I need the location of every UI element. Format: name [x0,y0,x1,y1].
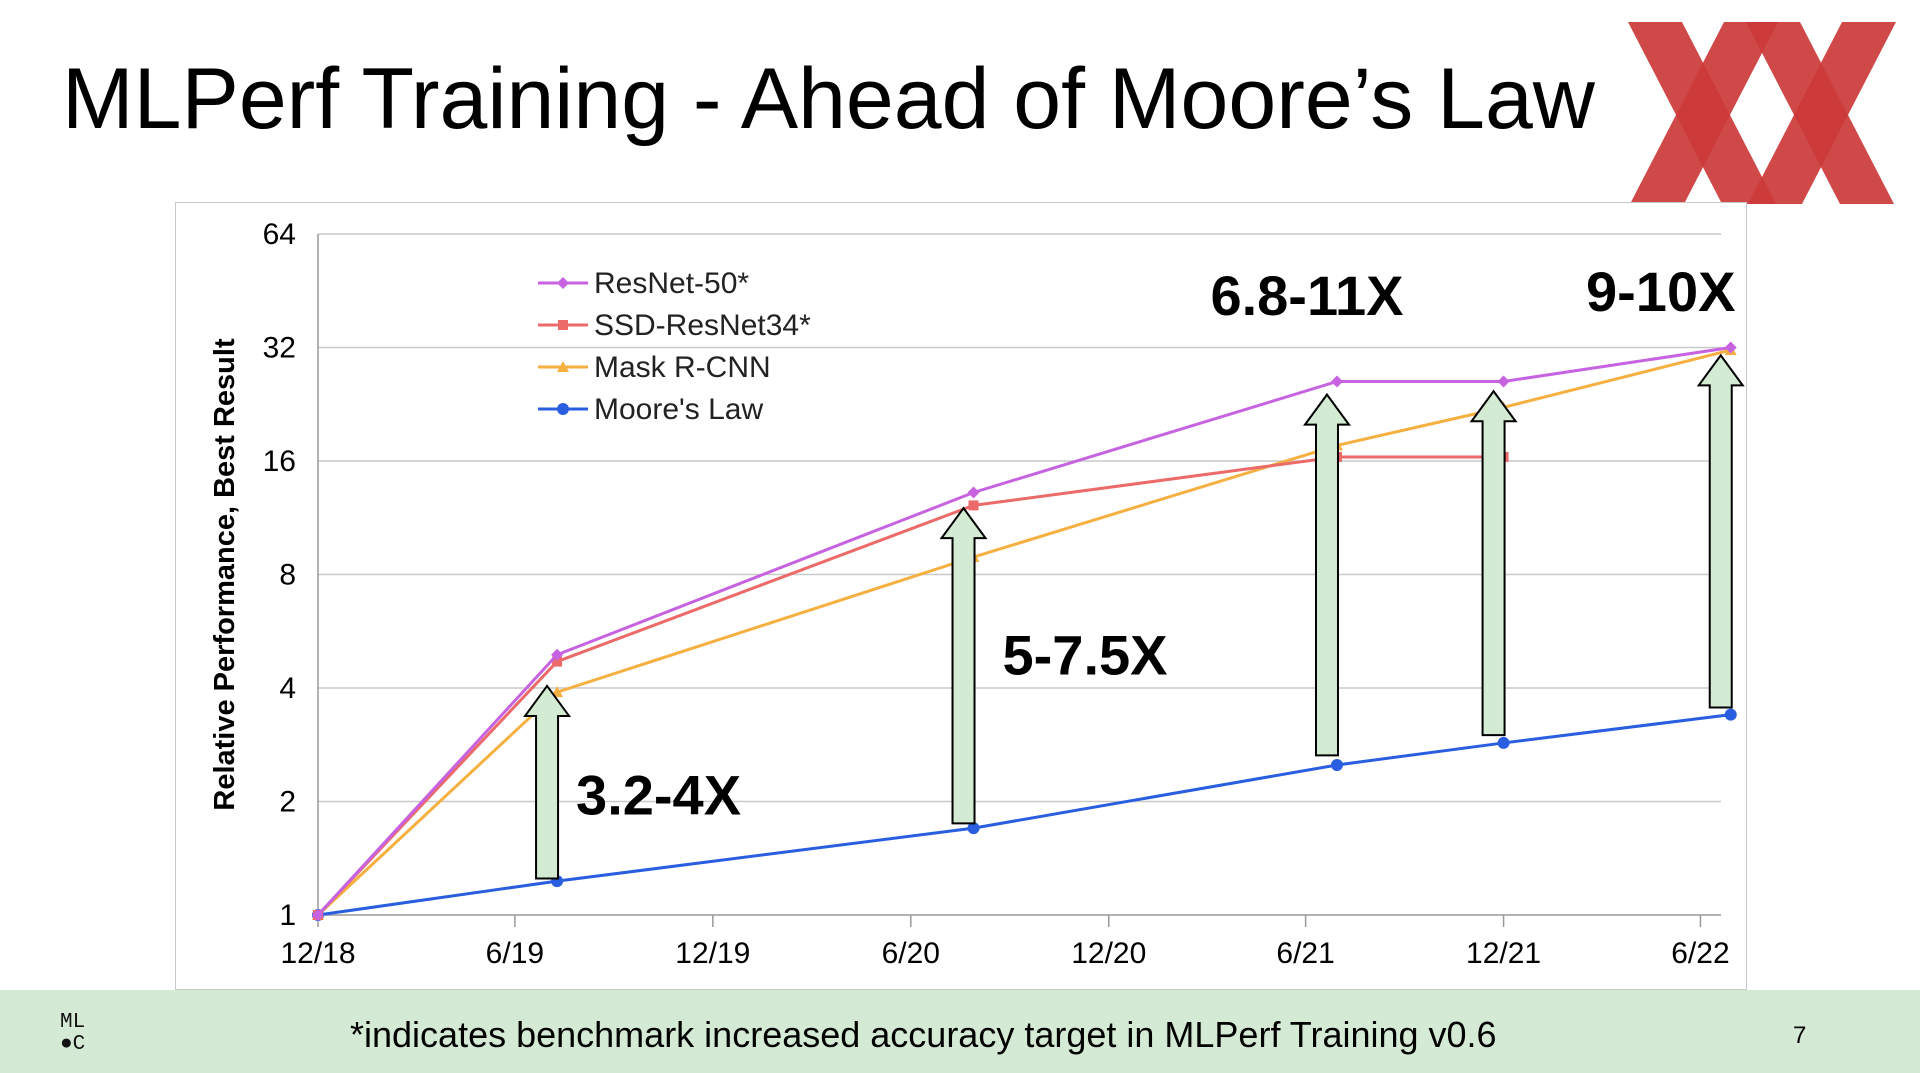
x-tick-label: 12/19 [675,937,750,970]
x-tick-label: 6/20 [882,937,940,970]
y-tick-label: 1 [279,899,296,932]
data-point [1330,758,1343,771]
x-tick-label: 12/18 [280,937,355,970]
data-point [552,656,563,667]
footer-bar [0,990,1920,1073]
y-tick-label: 4 [279,672,296,705]
slide-number: 7 [1793,1022,1807,1049]
speedup-label: 3.2-4X [576,763,741,826]
data-point [967,486,980,499]
footnote: *indicates benchmark increased accuracy … [350,1014,1497,1055]
legend-label: Mask R-CNN [594,351,771,384]
y-tick-label: 16 [263,445,296,478]
speedup-label: 9-10X [1586,260,1735,323]
growth-arrow [1303,392,1351,757]
logo-bottom-text: ●C [60,1033,86,1056]
x-tick-label: 12/21 [1466,937,1541,970]
chart-frame: 1 2 4 8 16 32 64 12/18 6/19 12/19 6/20 12/20 6/21 12/… [175,202,1747,990]
y-axis-title: Relative Performance, Best Result [209,338,241,811]
series-line [316,346,1731,917]
legend-marker [557,403,569,415]
y-tick-label: 32 [263,332,296,365]
speedup-label: 5-7.5X [1003,623,1168,686]
x-tick-label: 6/19 [486,937,544,970]
legend-label: ResNet-50* [594,267,749,300]
growth-arrow [939,506,988,825]
mlcommons-logo-icon: ML ●C [60,1012,108,1062]
mlc-xx-logo-icon [1628,22,1896,204]
data-point [312,909,324,921]
data-point [1724,341,1737,354]
data-point [1330,375,1343,388]
series-line [316,348,1732,917]
data-point [551,648,564,661]
legend-marker [558,320,568,330]
growth-arrow [1469,389,1518,737]
speedup-label: 6.8-11X [1210,264,1403,327]
x-tick-label: 12/20 [1071,937,1146,970]
series-line [317,713,1731,917]
y-tick-label: 2 [279,786,296,819]
legend-label: Moore's Law [594,393,763,426]
data-point [1724,708,1737,721]
y-tick-label: 8 [279,559,296,592]
legend-label: SSD-ResNet34* [594,309,811,342]
growth-arrow [523,684,572,880]
logo-top-text: ML [60,1011,86,1034]
legend-marker [557,361,569,372]
legend-marker [557,277,569,289]
y-tick-label: 64 [263,218,296,251]
data-point [968,500,979,511]
data-point [1497,736,1510,749]
data-point [1497,375,1510,388]
slide-title: MLPerf Training - Ahead of Moore’s Law [62,51,1595,147]
x-tick-label: 6/21 [1276,937,1334,970]
x-tick-label: 6/22 [1671,937,1729,970]
performance-chart: 1 2 4 8 16 32 64 12/18 6/19 12/19 6/20 12/20 6/21 12/… [209,218,1745,970]
data-point [967,822,980,835]
growth-arrow [1696,353,1745,709]
